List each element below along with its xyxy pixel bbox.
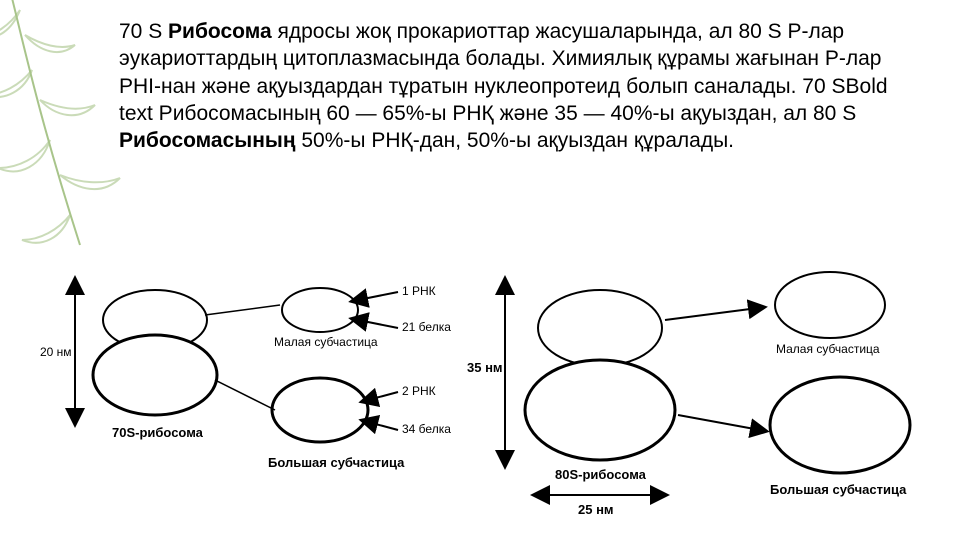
- fig70-assembled-large: [93, 335, 217, 415]
- fig80-assembled-small: [538, 290, 662, 366]
- fig80-assembled-large: [525, 360, 675, 460]
- fig70-small-sub-label: Малая субчастица: [274, 335, 378, 349]
- fig80-arrow-small: [665, 308, 758, 320]
- fig70-small-exploded: [282, 288, 358, 332]
- figure-svg: [0, 260, 960, 540]
- fig80-name-label: 80S-рибосома: [555, 467, 646, 482]
- fig70-name-label: 70S-рибосома: [112, 425, 203, 440]
- text-run-1: 70 S: [119, 20, 168, 43]
- fig80-height-label: 35 нм: [467, 360, 503, 375]
- figure-area: 20 нм 70S-рибосома Малая субчастица Боль…: [0, 260, 960, 540]
- fig70-link-large: [215, 380, 275, 410]
- text-run-bold-1: Рибосома: [168, 20, 272, 43]
- fig80-arrow-large: [678, 415, 760, 430]
- body-paragraph: 70 S Рибосома ядросы жоқ прокариоттар жа…: [119, 18, 899, 154]
- fig70-co4-arrow: [368, 422, 398, 430]
- fig70-co3-arrow: [368, 392, 398, 400]
- fig80-large-exploded: [770, 377, 910, 473]
- fig70-co1-arrow: [358, 292, 398, 300]
- fig70-co4: 34 белка: [402, 422, 451, 436]
- fig70-co3: 2 РНК: [402, 384, 436, 398]
- fig80-width-label: 25 нм: [578, 502, 614, 517]
- fig70-large-exploded: [272, 378, 368, 442]
- fig70-large-sub-label: Большая субчастица: [268, 455, 404, 470]
- fig70-co1: 1 РНК: [402, 284, 436, 298]
- fig70-co2-arrow: [358, 320, 398, 328]
- text-run-3: 50%-ы РНҚ-дан, 50%-ы ақуыздан құралады.: [296, 129, 735, 152]
- text-run-bold-2: Рибосомасының: [119, 129, 296, 152]
- fig80-small-sub-label: Малая субчастица: [776, 342, 880, 356]
- fig70-height-label: 20 нм: [40, 345, 72, 359]
- fig80-large-sub-label: Большая субчастица: [770, 482, 906, 497]
- fig70-link-small: [205, 305, 280, 315]
- fig80-small-exploded: [775, 272, 885, 338]
- fig70-co2: 21 белка: [402, 320, 451, 334]
